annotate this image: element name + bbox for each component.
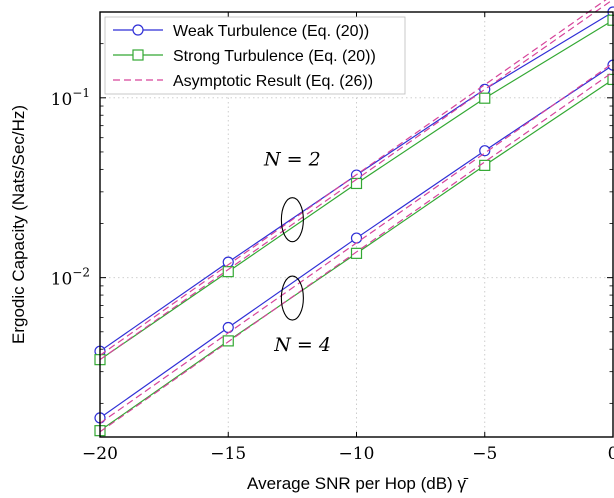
legend-label-strong: Strong Turbulence (Eq. (20)) [173, 48, 376, 65]
series-point [479, 92, 491, 104]
x-tick-label: 0 [608, 444, 614, 464]
series-line [99, 71, 614, 433]
group-ellipse [280, 275, 304, 321]
series-line [99, 0, 607, 356]
series-point [479, 159, 491, 171]
y-tick-label: 10−2 [51, 266, 90, 290]
series-point [350, 177, 363, 190]
legend-label-weak: Weak Turbulence (Eq. (20)) [173, 23, 369, 40]
series-point [350, 247, 363, 259]
annotation-n4: N = 4 [273, 334, 331, 356]
group-ellipse [280, 197, 304, 243]
series-lines [94, 0, 614, 437]
x-tick-label: −20 [82, 444, 118, 464]
x-tick-label: −15 [210, 444, 246, 464]
series-point [222, 266, 234, 278]
legend-label-asymptotic: Asymptotic Result (Eq. (26)) [173, 73, 373, 90]
series-point [222, 256, 234, 268]
series-line [99, 62, 614, 424]
legend-marker [132, 24, 144, 36]
series-point [222, 335, 234, 347]
series-line [99, 0, 614, 361]
y-tick-label: 10−1 [51, 86, 90, 110]
x-tick-label: −5 [472, 444, 497, 464]
legend: Weak Turbulence (Eq. (20)) Strong Turbul… [104, 16, 406, 95]
y-tick-base: 10 [51, 270, 73, 290]
axis-ticks: −20 −15 −10 −5 0 10−2 10−1 [51, 12, 614, 464]
y-tick-exponent: −2 [72, 266, 90, 280]
series-point [479, 145, 491, 157]
y-tick-base: 10 [51, 90, 73, 110]
annotation-n2: N = 2 [263, 149, 321, 171]
series-point [350, 232, 363, 244]
y-axis-label: Ergodic Capacity (Nats/Sec/Hz) [9, 105, 28, 344]
legend-marker [132, 49, 144, 61]
plot-frame [99, 11, 614, 438]
y-tick-exponent: −1 [72, 86, 90, 100]
x-axis-label: Average SNR per Hop (dB) γ̄ [247, 474, 469, 493]
annotations: N = 2 N = 4 [263, 149, 331, 357]
x-tick-label: −10 [339, 444, 375, 464]
